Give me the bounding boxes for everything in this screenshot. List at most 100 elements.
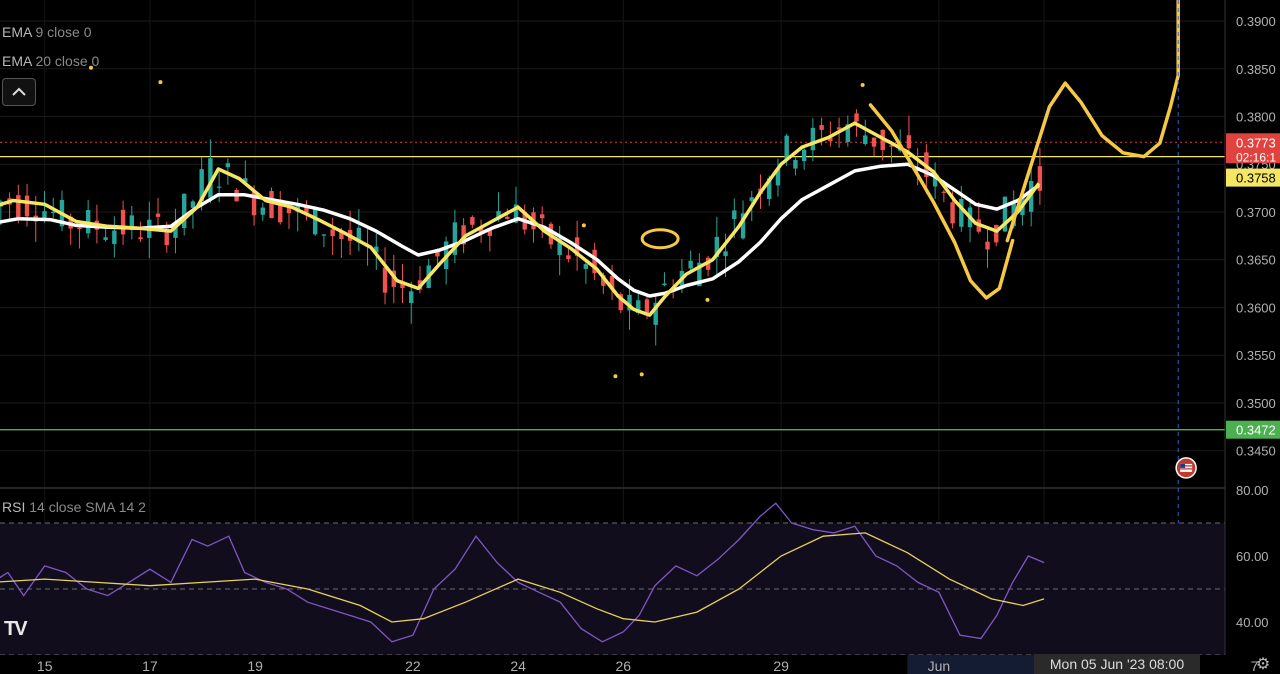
annotation-dot [581,223,586,228]
candle-body [601,275,606,286]
candle-body [784,135,789,159]
time-range-highlight [907,655,1076,674]
last-price-label: 0.3773 [1236,135,1276,150]
candle-body [120,209,126,235]
candle-body [138,237,143,240]
time-tick-label: 26 [616,658,632,674]
time-tick-label: 15 [37,658,53,674]
candle-body [836,127,842,130]
candle-body [845,124,851,142]
candle-body [470,217,475,225]
candle-body [129,215,135,231]
ema20-params: 20 close 0 [35,53,100,69]
yellow-level-badge [1226,168,1280,187]
candle-body [810,127,816,151]
settings-gear-icon[interactable]: ⚙ [1255,656,1271,673]
ema20-legend[interactable]: EMA 20 close 0 [2,53,99,69]
candle-body [740,213,746,239]
candle-body [863,135,868,145]
candle-body [592,249,597,274]
annotation-dot [88,65,93,70]
price-tick-label: 0.3800 [1236,109,1276,124]
time-tick-label: 7 [1251,658,1259,674]
candle-body [356,227,362,243]
annotation-dot [613,374,618,379]
candle-body [1002,196,1008,232]
candle-body [452,222,458,255]
rsi-params: 14 close SMA 14 2 [29,499,146,515]
candle-body [627,294,632,311]
candle-body [496,211,501,220]
chevron-up-icon [12,87,26,96]
candle-body [286,207,292,214]
candle-body [269,190,274,219]
candle-body [985,241,990,250]
candle-body [278,199,283,223]
price-axis: 0.39000.38500.38000.37500.37000.36500.36… [1224,0,1280,674]
candle-body [103,237,108,240]
candle-body [714,236,720,258]
candle-body [697,262,702,287]
annotation-dot [158,80,163,85]
price-tick-label: 0.3850 [1236,62,1276,77]
candle-body [260,207,265,215]
time-tick-label: 19 [247,658,263,674]
axis-bg [1225,0,1280,674]
candle-body [618,294,623,311]
candle-body [216,186,222,188]
collapse-legend-button[interactable] [2,78,36,106]
candle-body [243,178,248,183]
candle-body [478,227,484,233]
rsi-legend[interactable]: RSI 14 close SMA 14 2 [2,499,146,515]
candle-body [173,223,178,238]
candle-body [190,201,196,208]
price-tick-label: 0.3500 [1236,396,1276,411]
annotation-dot [639,372,644,377]
time-tick-label: 29 [773,658,789,674]
tradingview-logo[interactable]: TV [4,618,28,640]
candle-body [208,158,213,198]
rsi-line [0,502,1045,643]
indicator-lines [0,121,1041,317]
candle-body [749,197,754,202]
candle-body [767,178,772,200]
price-tick-label: 0.3650 [1236,253,1276,268]
candle-body [304,205,309,213]
projection-drawing [1005,0,1180,243]
time-tick-label: 24 [510,658,526,674]
candle-body [435,248,440,257]
candle-body [828,137,833,142]
rsi-name: RSI [2,499,26,515]
drawings [88,0,1197,655]
candle-body [583,264,589,269]
candle-body [505,216,510,219]
candle-body [51,211,56,214]
price-tick-label: 0.3450 [1236,444,1276,459]
candle-body [793,159,798,169]
candle-body [801,149,807,162]
candle-body [374,246,379,253]
time-axis: 15171922242629Jun37 [0,655,1280,674]
candle-body [854,113,859,122]
candle-body [251,191,257,216]
candle-body [889,145,894,147]
candle-body [540,214,545,219]
flag-canton [1180,463,1186,468]
candle-body [225,163,231,168]
candle-body [636,300,641,313]
ema9-legend[interactable]: EMA 9 close 0 [2,24,92,40]
candle-body [1037,166,1043,191]
candle-body [112,230,117,244]
ema9-name: EMA [2,24,32,40]
time-tick-label: Jun [928,658,951,674]
candle-body [164,228,169,246]
candle-body [950,202,955,224]
candle-body [732,210,737,220]
candle-body [461,225,466,245]
candle-body [994,224,999,243]
ema9-params: 9 close 0 [35,24,92,40]
candle-body [906,135,912,149]
candle-body [312,207,318,235]
candle-body [566,255,571,260]
